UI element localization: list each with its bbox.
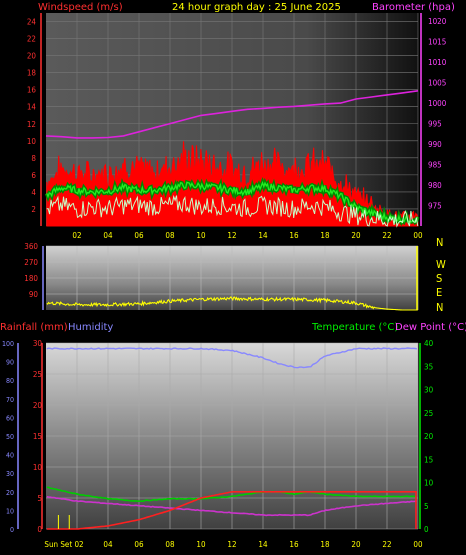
barometer-tick-label: 985 xyxy=(428,161,442,170)
humidity-tick-label: 20 xyxy=(6,489,14,497)
gust-avg-series xyxy=(46,180,419,224)
wind-tick-label: 6 xyxy=(31,171,36,180)
humidity-tick-label: 50 xyxy=(6,433,14,441)
wind-avg-series xyxy=(46,194,419,228)
time-tick-label: 20 xyxy=(351,231,361,240)
time-tick-label: 22 xyxy=(382,540,391,549)
time-tick-label: 16 xyxy=(289,231,299,240)
wind-direction-series xyxy=(46,296,418,311)
rainfall-tick-label: 15 xyxy=(33,432,42,441)
time-tick-label: 04 xyxy=(103,540,113,549)
wind-tick-label: 24 xyxy=(27,18,37,27)
time-tick-label: 18 xyxy=(320,540,330,549)
humidity-tick-label: 90 xyxy=(6,359,14,367)
compass-label: W xyxy=(436,258,446,271)
wind-tick-label: 2 xyxy=(31,205,36,214)
compass-label: N xyxy=(436,301,443,314)
humidity-tick-label: 30 xyxy=(6,470,14,478)
rainfall-tick-label: 10 xyxy=(33,463,43,472)
time-tick-label: 18 xyxy=(320,231,330,240)
direction-tick-label: 90 xyxy=(29,290,39,299)
temperature-series xyxy=(46,486,418,503)
barometer-series xyxy=(45,90,419,139)
time-tick-label: Sun Set 02 xyxy=(44,540,83,549)
barometer-tick-label: 1000 xyxy=(428,99,447,108)
wind-axis-title: Windspeed (m/s) xyxy=(38,2,123,13)
direction-tick-label: 180 xyxy=(24,274,38,283)
temperature-axis-title: Temperature (°C) xyxy=(311,322,398,333)
dewpoint-axis-title: Dew Point (°C) xyxy=(395,322,466,333)
direction-tick-label: 360 xyxy=(24,242,38,251)
wind-tick-label: 22 xyxy=(27,35,36,44)
temperature-tick-label: 30 xyxy=(424,386,434,395)
compass-label: N xyxy=(436,236,443,249)
time-tick-label: 06 xyxy=(134,540,144,549)
compass-label: E xyxy=(436,286,442,299)
time-tick-label: 12 xyxy=(227,231,236,240)
humidity-tick-label: 100 xyxy=(2,340,14,348)
time-tick-label: 10 xyxy=(196,231,206,240)
barometer-tick-label: 1015 xyxy=(428,38,446,47)
time-tick-label: 12 xyxy=(227,540,236,549)
temperature-tick-label: 10 xyxy=(424,479,434,488)
humidity-tick-label: 0 xyxy=(10,526,14,534)
time-tick-label: 16 xyxy=(289,540,299,549)
dewpoint-series xyxy=(46,495,418,517)
time-tick-label: 14 xyxy=(258,540,268,549)
barometer-tick-label: 990 xyxy=(428,140,442,149)
direction-tick-label: 270 xyxy=(24,258,38,267)
wind-tick-label: 18 xyxy=(27,69,37,78)
chart-title: 24 hour graph day : 25 June 2025 xyxy=(172,2,341,13)
humidity-tick-label: 40 xyxy=(6,452,14,460)
wind-tick-label: 4 xyxy=(31,188,36,197)
time-tick-label: 20 xyxy=(351,540,361,549)
time-tick-label: 10 xyxy=(196,540,206,549)
rainfall-tick-label: 0 xyxy=(37,525,42,534)
time-tick-label: 00 xyxy=(413,231,423,240)
rainfall-tick-label: 20 xyxy=(33,401,43,410)
rainfall-tick-label: 5 xyxy=(37,494,42,503)
barometer-tick-label: 1020 xyxy=(428,17,447,26)
wind-tick-label: 14 xyxy=(27,103,37,112)
humidity-tick-label: 80 xyxy=(6,377,14,385)
temperature-tick-label: 5 xyxy=(424,502,429,511)
compass-label: S xyxy=(436,272,442,285)
humidity-tick-label: 60 xyxy=(6,414,14,422)
time-tick-label: 02 xyxy=(72,231,81,240)
humidity-tick-label: 70 xyxy=(6,396,14,404)
wind-tick-label: 8 xyxy=(31,154,36,163)
humidity-axis-title: Humidity xyxy=(68,322,113,333)
time-tick-label: 04 xyxy=(103,231,113,240)
time-tick-label: 00 xyxy=(413,540,423,549)
time-tick-label: 06 xyxy=(134,231,144,240)
time-tick-label: 08 xyxy=(165,231,175,240)
barometer-tick-label: 1010 xyxy=(428,58,447,67)
temperature-tick-label: 20 xyxy=(424,432,434,441)
barometer-tick-label: 1005 xyxy=(428,79,446,88)
rainfall-axis-title: Rainfall (mm) xyxy=(0,322,68,333)
barometer-tick-label: 975 xyxy=(428,202,442,211)
temperature-tick-label: 0 xyxy=(424,525,429,534)
wind-tick-label: 12 xyxy=(27,120,36,129)
temperature-tick-label: 25 xyxy=(424,409,433,418)
barometer-tick-label: 980 xyxy=(428,181,442,190)
barometer-tick-label: 995 xyxy=(428,120,442,129)
wind-tick-label: 10 xyxy=(27,137,37,146)
rainfall-tick-label: 30 xyxy=(33,339,43,348)
time-tick-label: 08 xyxy=(165,540,175,549)
humidity-tick-label: 10 xyxy=(6,507,14,515)
wind-tick-label: 16 xyxy=(27,86,37,95)
time-tick-label: 22 xyxy=(382,231,391,240)
humidity-series xyxy=(46,347,418,369)
rainfall-series xyxy=(46,491,417,530)
temperature-tick-label: 40 xyxy=(424,339,434,348)
wind-tick-label: 20 xyxy=(27,52,37,61)
barometer-axis-title: Barometer (hpa) xyxy=(372,2,455,13)
temperature-tick-label: 35 xyxy=(424,362,433,371)
temperature-tick-label: 15 xyxy=(424,455,433,464)
rainfall-tick-label: 25 xyxy=(33,370,42,379)
time-tick-label: 14 xyxy=(258,231,268,240)
